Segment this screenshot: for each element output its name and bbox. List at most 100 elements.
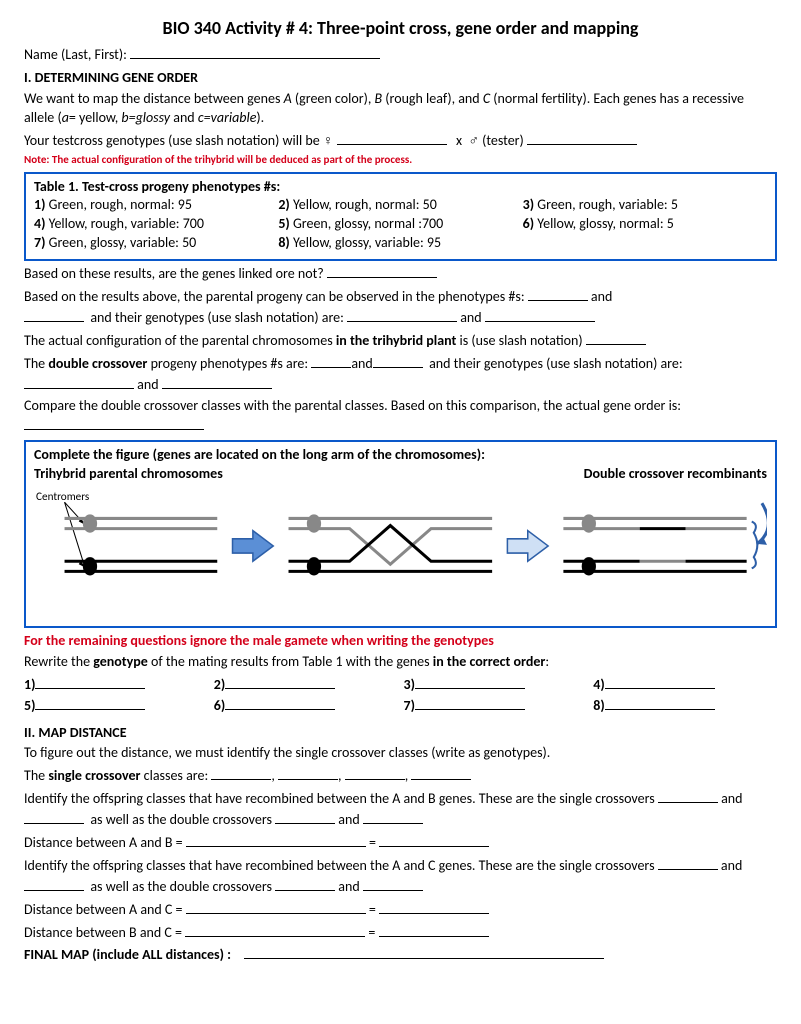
final-map-label: FINAL MAP (include ALL distances) : — [24, 946, 231, 963]
g8-blank[interactable] — [605, 695, 715, 710]
ac-dc2[interactable] — [363, 876, 423, 891]
g7-blank[interactable] — [415, 695, 525, 710]
g2-blank[interactable] — [225, 674, 335, 689]
dist-ab: Distance between A and B = = — [24, 832, 777, 853]
ac-sc1[interactable] — [658, 855, 718, 870]
dist-ac-calc[interactable] — [186, 899, 366, 914]
g6-blank[interactable] — [225, 695, 335, 710]
table-1-title: Table 1. Test-cross progeny phenotypes #… — [34, 178, 767, 197]
male-icon: ♂ — [468, 132, 479, 149]
table-row: 4) Yellow, rough, variable: 700 5) Green… — [34, 215, 767, 234]
parental-chromosomes — [65, 514, 218, 575]
t: Distance between A and B = — [24, 834, 183, 851]
male-geno-blank[interactable] — [527, 130, 637, 145]
t: and — [460, 309, 481, 326]
sc-3[interactable] — [345, 765, 405, 780]
g-label: 2) — [214, 676, 225, 693]
final-map-blank[interactable] — [244, 944, 604, 959]
gene-order-blank[interactable] — [24, 415, 204, 430]
g-label: 8) — [593, 697, 604, 714]
g-label: 4) — [593, 676, 604, 693]
figure-box: Complete the figure (genes are located o… — [24, 440, 777, 628]
allele-a: a — [62, 109, 69, 126]
t1-v: Green, rough, variable: 5 — [537, 196, 678, 213]
t: Rewrite the — [24, 653, 93, 670]
t: (green color), — [292, 90, 375, 107]
t: and — [721, 790, 742, 807]
t: as well as the double crossovers — [90, 811, 272, 828]
q-linked: Based on these results, are the genes li… — [24, 263, 777, 284]
t1-n: 7) — [34, 234, 45, 251]
g3-blank[interactable] — [415, 674, 525, 689]
dco-num-2[interactable] — [373, 353, 423, 368]
page-title: BIO 340 Activity # 4: Three-point cross,… — [24, 16, 777, 40]
ac-dc1[interactable] — [275, 876, 335, 891]
dist-bc-calc[interactable] — [185, 922, 365, 937]
g4-blank[interactable] — [605, 674, 715, 689]
t: in the trihybrid plant — [336, 332, 457, 349]
t: and their genotypes (use slash notation)… — [90, 309, 344, 326]
gene-b: B — [375, 90, 383, 107]
sc-2[interactable] — [278, 765, 338, 780]
g-label: 1) — [24, 676, 35, 693]
table-row: 1) Green, rough, normal: 95 2) Yellow, r… — [34, 196, 767, 215]
parental-num-1[interactable] — [528, 286, 588, 301]
genotype-row-1: 1) 2) 3) 4) — [24, 674, 777, 695]
t: and — [591, 288, 612, 305]
ab-identify: Identify the offspring classes that have… — [24, 788, 777, 830]
ab-sc2[interactable] — [24, 809, 84, 824]
t: and — [721, 857, 742, 874]
gene-a: A — [284, 90, 292, 107]
name-blank[interactable] — [130, 44, 380, 59]
arrow-icon — [233, 531, 274, 562]
t: and — [338, 811, 359, 828]
t: and — [170, 109, 198, 126]
q-linked-text: Based on these results, are the genes li… — [24, 265, 324, 282]
table-row: 7) Green, glossy, variable: 50 8) Yellow… — [34, 234, 767, 253]
remaining-note: For the remaining questions ignore the m… — [24, 632, 777, 651]
dco-geno-2[interactable] — [162, 374, 272, 389]
g1-blank[interactable] — [35, 674, 145, 689]
female-geno-blank[interactable] — [337, 130, 447, 145]
t: =glossy — [129, 109, 170, 126]
ab-dc2[interactable] — [363, 809, 423, 824]
chromosome-diagram: Centromers — [34, 484, 767, 614]
q-dco: The double crossover progeny phenotypes … — [24, 353, 777, 395]
t1-n: 2) — [278, 196, 289, 213]
actual-config-blank[interactable] — [586, 330, 646, 345]
ab-dc1[interactable] — [275, 809, 335, 824]
dco-geno-1[interactable] — [24, 374, 134, 389]
sc-1[interactable] — [211, 765, 271, 780]
t: genotype — [93, 653, 148, 670]
t: single crossover — [48, 767, 140, 784]
sc-classes: The single crossover classes are: , , , — [24, 765, 777, 786]
dco-num-1[interactable] — [311, 353, 351, 368]
q-compare: Compare the double crossover classes wit… — [24, 397, 777, 437]
allele-b: b — [121, 109, 128, 126]
ac-sc2[interactable] — [24, 876, 84, 891]
q-parental: Based on the results above, the parental… — [24, 286, 777, 328]
t: progeny phenotypes #s are: — [147, 355, 308, 372]
parental-geno-1[interactable] — [347, 307, 457, 322]
dist-ab-calc[interactable] — [186, 832, 366, 847]
t: The — [24, 355, 48, 372]
t1-n: 5) — [278, 215, 289, 232]
g5-blank[interactable] — [35, 695, 145, 710]
dist-ac-val[interactable] — [379, 899, 489, 914]
linked-blank[interactable] — [327, 263, 437, 278]
parental-geno-2[interactable] — [485, 307, 595, 322]
dist-ab-val[interactable] — [379, 832, 489, 847]
g-label: 3) — [404, 676, 415, 693]
final-map-row: FINAL MAP (include ALL distances) : — [24, 944, 777, 965]
t: classes are: — [141, 767, 209, 784]
intro-paragraph: We want to map the distance between gene… — [24, 90, 777, 128]
t: and — [338, 878, 359, 895]
ab-sc1[interactable] — [658, 788, 718, 803]
dist-bc-val[interactable] — [379, 922, 489, 937]
parental-num-2[interactable] — [24, 307, 84, 322]
sc-4[interactable] — [411, 765, 471, 780]
t1-n: 8) — [278, 234, 289, 251]
curved-arrow-icon — [757, 503, 767, 544]
t: is (use slash notation) — [456, 332, 582, 349]
t: The — [24, 767, 48, 784]
